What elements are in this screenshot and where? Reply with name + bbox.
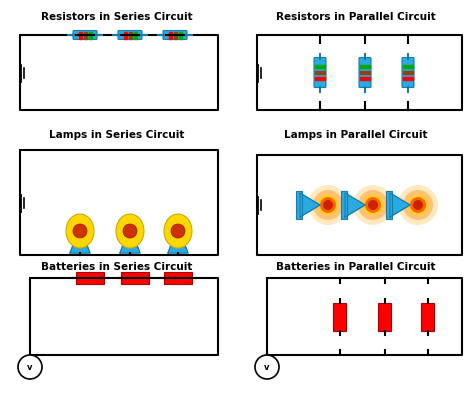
Circle shape — [308, 185, 348, 225]
Bar — [124, 32, 127, 38]
Polygon shape — [168, 245, 188, 253]
Circle shape — [353, 185, 393, 225]
Bar — [379, 303, 392, 331]
Bar — [164, 272, 192, 284]
Text: Resistors in Series Circuit: Resistors in Series Circuit — [41, 12, 192, 22]
FancyBboxPatch shape — [118, 30, 142, 40]
Bar — [403, 65, 413, 68]
Bar — [84, 32, 86, 38]
Circle shape — [313, 190, 343, 220]
Bar — [360, 77, 370, 79]
Bar — [179, 32, 182, 38]
Bar — [89, 32, 91, 38]
Bar — [121, 272, 149, 284]
Circle shape — [358, 190, 388, 220]
Circle shape — [363, 195, 383, 215]
Bar — [296, 191, 302, 219]
Bar — [134, 32, 137, 38]
Circle shape — [320, 197, 336, 213]
Bar — [129, 32, 131, 38]
Polygon shape — [390, 193, 410, 217]
Circle shape — [398, 185, 438, 225]
Circle shape — [365, 197, 381, 213]
Polygon shape — [345, 193, 365, 217]
Bar — [421, 303, 435, 331]
Circle shape — [410, 197, 426, 213]
Circle shape — [255, 355, 279, 379]
Bar — [169, 32, 172, 38]
Circle shape — [123, 224, 137, 238]
Bar — [403, 77, 413, 79]
Bar — [79, 32, 82, 38]
Text: Batteries in Parallel Circuit: Batteries in Parallel Circuit — [276, 262, 436, 272]
Circle shape — [408, 195, 428, 215]
Text: Lamps in Parallel Circuit: Lamps in Parallel Circuit — [284, 130, 428, 140]
Bar — [360, 71, 370, 73]
Bar — [174, 32, 176, 38]
Circle shape — [171, 224, 185, 238]
Bar — [315, 71, 325, 73]
Ellipse shape — [66, 214, 94, 248]
FancyBboxPatch shape — [163, 30, 187, 40]
Bar — [315, 77, 325, 79]
Text: v: v — [264, 363, 270, 372]
FancyBboxPatch shape — [314, 58, 326, 88]
Bar — [386, 191, 392, 219]
Bar — [403, 71, 413, 73]
Circle shape — [73, 224, 87, 238]
FancyBboxPatch shape — [359, 58, 371, 88]
Circle shape — [318, 195, 338, 215]
Text: Lamps in Series Circuit: Lamps in Series Circuit — [49, 130, 184, 140]
Ellipse shape — [116, 214, 144, 248]
Polygon shape — [120, 245, 140, 253]
Text: Resistors in Parallel Circuit: Resistors in Parallel Circuit — [276, 12, 436, 22]
FancyBboxPatch shape — [73, 30, 97, 40]
FancyBboxPatch shape — [402, 58, 414, 88]
Bar — [315, 65, 325, 68]
Bar — [76, 272, 104, 284]
Polygon shape — [300, 193, 320, 217]
Circle shape — [403, 190, 433, 220]
Circle shape — [413, 200, 423, 210]
Text: v: v — [27, 363, 33, 372]
Bar — [334, 303, 346, 331]
Bar — [341, 191, 347, 219]
Circle shape — [368, 200, 378, 210]
Circle shape — [18, 355, 42, 379]
Polygon shape — [70, 245, 90, 253]
Text: Batteries in Series Circuit: Batteries in Series Circuit — [41, 262, 192, 272]
Ellipse shape — [164, 214, 192, 248]
Bar — [360, 65, 370, 68]
Circle shape — [323, 200, 333, 210]
